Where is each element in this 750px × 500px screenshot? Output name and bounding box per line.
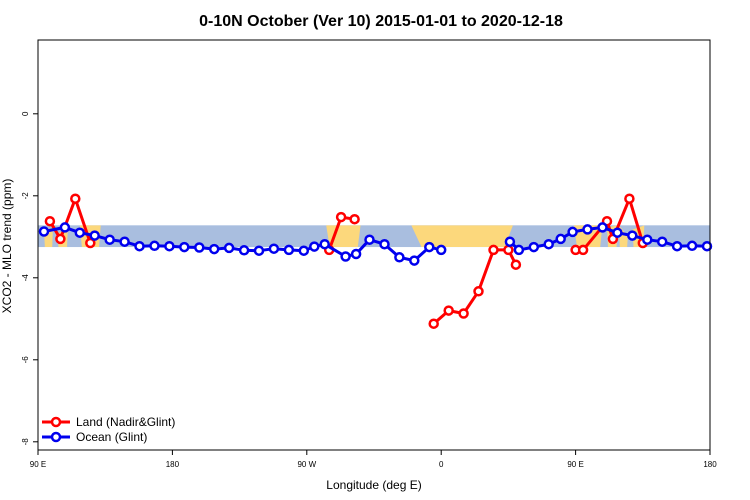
data-point-land: [577, 244, 589, 256]
legend-marker-land: [50, 416, 62, 428]
data-point-land: [503, 244, 514, 256]
data-point-ocean: [149, 240, 160, 252]
data-point-ocean: [319, 238, 330, 250]
data-point-ocean: [555, 233, 566, 245]
y-tick-label: -8: [21, 438, 30, 446]
chart-title: 0-10N October (Ver 10) 2015-01-01 to 202…: [199, 13, 563, 30]
data-point-ocean: [394, 252, 405, 263]
data-point-land: [44, 215, 56, 227]
data-point-ocean: [627, 230, 638, 241]
y-tick-label: 0: [21, 111, 30, 116]
data-point-ocean: [340, 251, 351, 262]
data-point-ocean: [194, 242, 205, 253]
data-point-ocean: [379, 238, 390, 250]
data-point-land: [349, 213, 360, 225]
data-point-ocean: [567, 226, 578, 238]
data-point-ocean: [309, 241, 320, 252]
series-layer: [38, 193, 713, 329]
data-point-ocean: [582, 224, 593, 235]
data-point-land: [624, 193, 635, 204]
y-axis-label: XCO2 - MLO trend (ppm): [0, 179, 14, 314]
x-tick-label: 90 W: [297, 460, 316, 469]
data-point-land: [473, 286, 484, 297]
data-point-land: [335, 211, 347, 223]
data-point-ocean: [104, 234, 115, 245]
data-point-ocean: [283, 244, 295, 256]
land-shape: [411, 225, 513, 248]
legend-marker-ocean: [50, 431, 62, 443]
ocean-band: [38, 225, 710, 248]
data-point-land: [70, 193, 81, 204]
data-point-ocean: [238, 245, 250, 256]
data-point-land: [488, 244, 499, 256]
data-point-ocean: [38, 226, 50, 237]
data-point-ocean: [164, 240, 175, 252]
data-point-ocean: [424, 241, 435, 253]
data-point-ocean: [298, 245, 310, 256]
data-point-ocean: [528, 241, 540, 253]
data-point-ocean: [671, 240, 683, 252]
x-tick-label: 0: [439, 460, 444, 469]
data-point-ocean: [119, 236, 130, 247]
data-point-ocean: [435, 244, 447, 256]
data-point-ocean: [74, 227, 86, 238]
data-point-land: [510, 259, 522, 270]
x-tick-label: 90 E: [30, 460, 46, 469]
series-line-ocean: [43, 225, 442, 263]
legend-entry-land: Land (Nadir&Glint): [42, 415, 175, 429]
data-point-ocean: [208, 243, 220, 255]
data-point-ocean: [134, 240, 145, 252]
data-point-ocean: [89, 230, 100, 241]
data-point-ocean: [656, 236, 668, 247]
y-tick-label: -2: [21, 192, 30, 200]
data-point-ocean: [642, 234, 653, 245]
y-tick-label: -6: [21, 356, 30, 364]
x-tick-label: 180: [166, 460, 180, 469]
data-point-ocean: [686, 240, 698, 252]
data-point-land: [55, 233, 66, 245]
x-tick-label: 90 E: [567, 460, 583, 469]
legend-entry-ocean: Ocean (Glint): [42, 430, 147, 444]
data-point-ocean: [543, 238, 554, 250]
y-axis: 0 -2 -4 -6 -8: [21, 111, 38, 445]
legend: Land (Nadir&Glint) Ocean (Glint): [42, 415, 175, 444]
x-tick-label: 180: [703, 460, 717, 469]
data-point-ocean: [504, 236, 516, 247]
data-point-land: [443, 305, 454, 316]
data-point-land: [458, 308, 469, 319]
data-point-ocean: [612, 227, 623, 238]
data-point-ocean: [253, 245, 265, 256]
data-point-ocean: [364, 234, 375, 245]
y-tick-label: -4: [21, 274, 30, 282]
data-point-ocean: [409, 255, 420, 266]
data-point-ocean: [268, 243, 280, 254]
x-axis-label: Longitude (deg E): [326, 478, 421, 492]
data-point-ocean: [223, 242, 235, 254]
legend-label-land: Land (Nadir&Glint): [76, 415, 175, 429]
data-point-ocean: [350, 248, 362, 260]
x-axis: 90 E 180 90 W 0 90 E 180: [30, 450, 717, 469]
legend-label-ocean: Ocean (Glint): [76, 430, 147, 444]
data-point-ocean: [597, 222, 608, 233]
data-point-land: [85, 237, 96, 249]
data-point-ocean: [179, 241, 190, 253]
plot-frame: [37, 39, 711, 451]
data-point-ocean: [59, 222, 71, 233]
data-point-ocean: [701, 240, 713, 252]
data-point-land: [428, 318, 439, 329]
data-point-ocean: [513, 244, 525, 256]
